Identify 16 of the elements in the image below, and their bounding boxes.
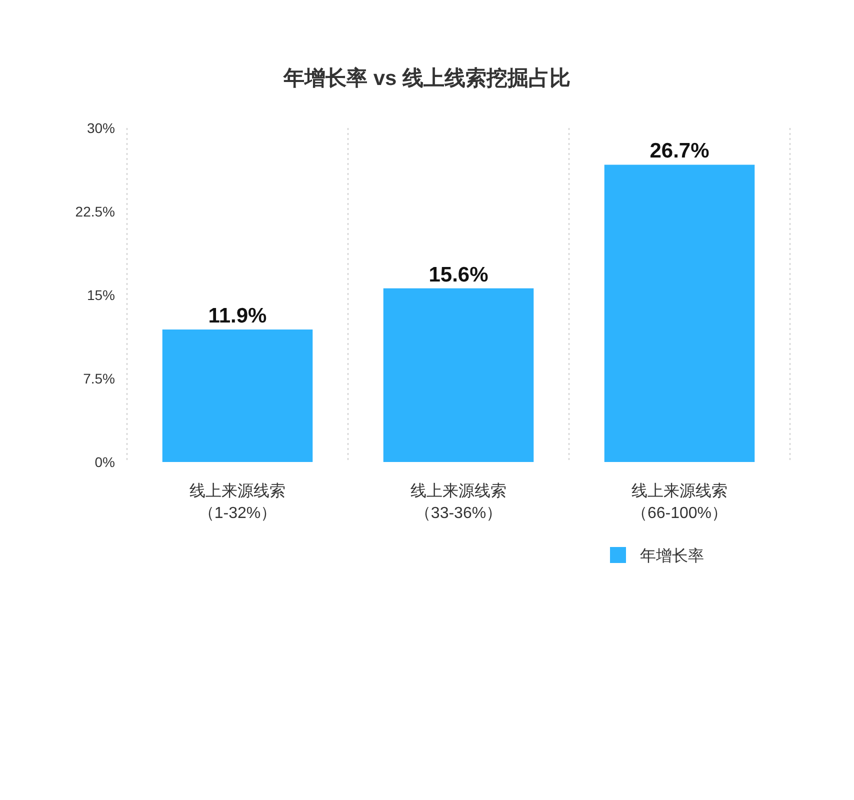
data-label: 26.7% <box>650 140 710 163</box>
bar <box>604 164 755 462</box>
chart-title: 年增长率 vs 线上线索挖掘占比 <box>282 66 571 90</box>
y-tick-label: 30% <box>86 120 115 136</box>
y-tick-label: 22.5% <box>75 204 115 220</box>
data-label: 15.6% <box>428 263 489 286</box>
data-label: 11.9% <box>208 304 268 328</box>
x-tick-label: 线上来源线索（1-32%） <box>190 482 286 522</box>
bar <box>162 330 313 462</box>
bar <box>383 288 534 462</box>
y-tick-label: 15% <box>86 287 115 303</box>
y-tick-label: 7.5% <box>83 370 115 386</box>
x-tick-label: 线上来源线索（33-36%） <box>410 482 506 522</box>
y-tick-label: 0% <box>94 454 115 470</box>
x-tick-label: 线上来源线索（66-100%） <box>631 482 728 522</box>
legend-label: 年增长率 <box>640 547 704 565</box>
